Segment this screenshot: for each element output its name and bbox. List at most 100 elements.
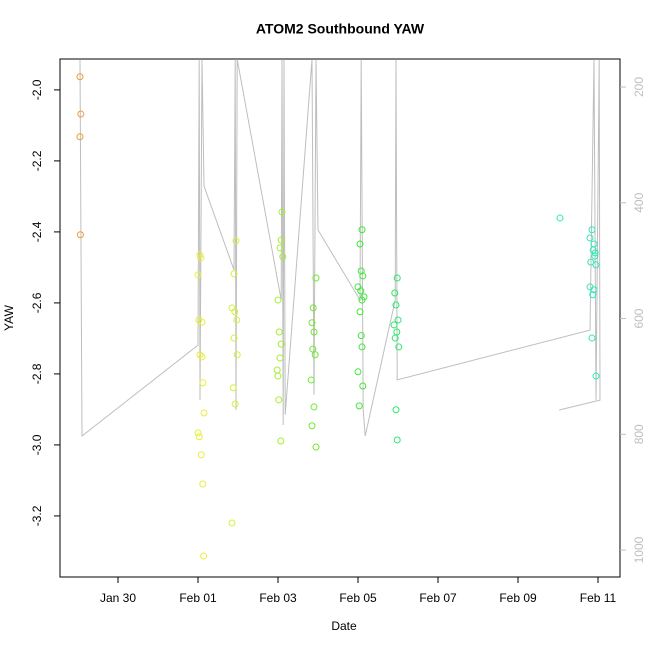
point bbox=[307, 376, 315, 384]
point bbox=[358, 296, 366, 304]
point bbox=[591, 252, 599, 260]
y-tick-label: -2.4 bbox=[30, 221, 44, 242]
point bbox=[277, 437, 285, 445]
point bbox=[394, 316, 402, 324]
point bbox=[309, 304, 317, 312]
point bbox=[395, 343, 403, 351]
point bbox=[591, 249, 599, 257]
point bbox=[76, 231, 84, 239]
point bbox=[277, 340, 285, 348]
point bbox=[393, 436, 401, 444]
x-tick-label: Feb 09 bbox=[499, 591, 537, 605]
point bbox=[198, 318, 206, 326]
y-tick-label: -3.2 bbox=[30, 505, 44, 526]
x-tick-label: Feb 07 bbox=[419, 591, 457, 605]
point bbox=[199, 480, 207, 488]
y-axis-label: YAW bbox=[2, 304, 16, 331]
point bbox=[310, 328, 318, 336]
point bbox=[590, 240, 598, 248]
point bbox=[273, 366, 281, 374]
x-tick-label: Feb 11 bbox=[580, 591, 617, 605]
point bbox=[194, 429, 202, 437]
y-tick-label: -3.0 bbox=[30, 434, 44, 455]
point bbox=[197, 451, 205, 459]
point bbox=[200, 409, 208, 417]
point bbox=[233, 351, 241, 359]
point bbox=[391, 334, 399, 342]
point bbox=[356, 308, 364, 316]
point bbox=[196, 351, 204, 359]
point bbox=[391, 289, 399, 297]
point bbox=[276, 354, 284, 362]
point bbox=[233, 316, 241, 324]
point bbox=[586, 234, 594, 242]
point bbox=[587, 258, 595, 266]
point bbox=[312, 274, 320, 282]
point bbox=[592, 372, 600, 380]
x-tick-label: Jan 30 bbox=[100, 591, 136, 605]
y-tick-label: -2.2 bbox=[30, 150, 44, 171]
point bbox=[308, 422, 316, 430]
point bbox=[354, 368, 362, 376]
point bbox=[312, 443, 320, 451]
point bbox=[592, 261, 600, 269]
point bbox=[198, 353, 206, 361]
point bbox=[275, 328, 283, 336]
x-tick-label: Feb 03 bbox=[259, 591, 297, 605]
point bbox=[230, 270, 238, 278]
point bbox=[276, 244, 284, 252]
point bbox=[589, 291, 597, 299]
point bbox=[196, 251, 204, 259]
point bbox=[357, 287, 365, 295]
point bbox=[77, 110, 85, 118]
point bbox=[277, 236, 285, 244]
x-tick-label: Feb 01 bbox=[179, 591, 217, 605]
point bbox=[308, 319, 316, 327]
line-series bbox=[79, 59, 601, 438]
point bbox=[393, 274, 401, 282]
point bbox=[390, 321, 398, 329]
y2-tick-label: 1000 bbox=[632, 536, 646, 563]
point bbox=[310, 403, 318, 411]
point bbox=[359, 382, 367, 390]
point bbox=[392, 301, 400, 309]
y2-tick-label: 600 bbox=[632, 308, 646, 328]
point bbox=[232, 237, 240, 245]
point bbox=[279, 253, 287, 261]
chart-title: ATOM2 Southbound YAW bbox=[256, 21, 425, 37]
y2-tick-label: 200 bbox=[632, 77, 646, 97]
point bbox=[76, 73, 84, 81]
point bbox=[275, 396, 283, 404]
point bbox=[278, 208, 286, 216]
point bbox=[359, 272, 367, 280]
point bbox=[356, 240, 364, 248]
point bbox=[195, 433, 203, 441]
point bbox=[355, 402, 363, 410]
point bbox=[586, 283, 594, 291]
point bbox=[311, 351, 319, 359]
point bbox=[358, 343, 366, 351]
point bbox=[588, 334, 596, 342]
point bbox=[392, 406, 400, 414]
point bbox=[231, 400, 239, 408]
plot-frame bbox=[59, 58, 621, 578]
point bbox=[358, 226, 366, 234]
point bbox=[200, 552, 208, 560]
y-tick-label: -2.6 bbox=[30, 292, 44, 313]
point bbox=[309, 345, 317, 353]
point bbox=[556, 214, 564, 222]
point bbox=[194, 271, 202, 279]
point bbox=[230, 334, 238, 342]
y2-tick-label: 800 bbox=[632, 424, 646, 444]
y-tick-label: -2.0 bbox=[30, 79, 44, 100]
point bbox=[228, 519, 236, 527]
point bbox=[357, 267, 365, 275]
x-axis-label: Date bbox=[331, 619, 357, 633]
point bbox=[357, 332, 365, 340]
point bbox=[229, 384, 237, 392]
plot-area bbox=[76, 59, 601, 560]
point bbox=[199, 379, 207, 387]
point bbox=[76, 133, 84, 141]
